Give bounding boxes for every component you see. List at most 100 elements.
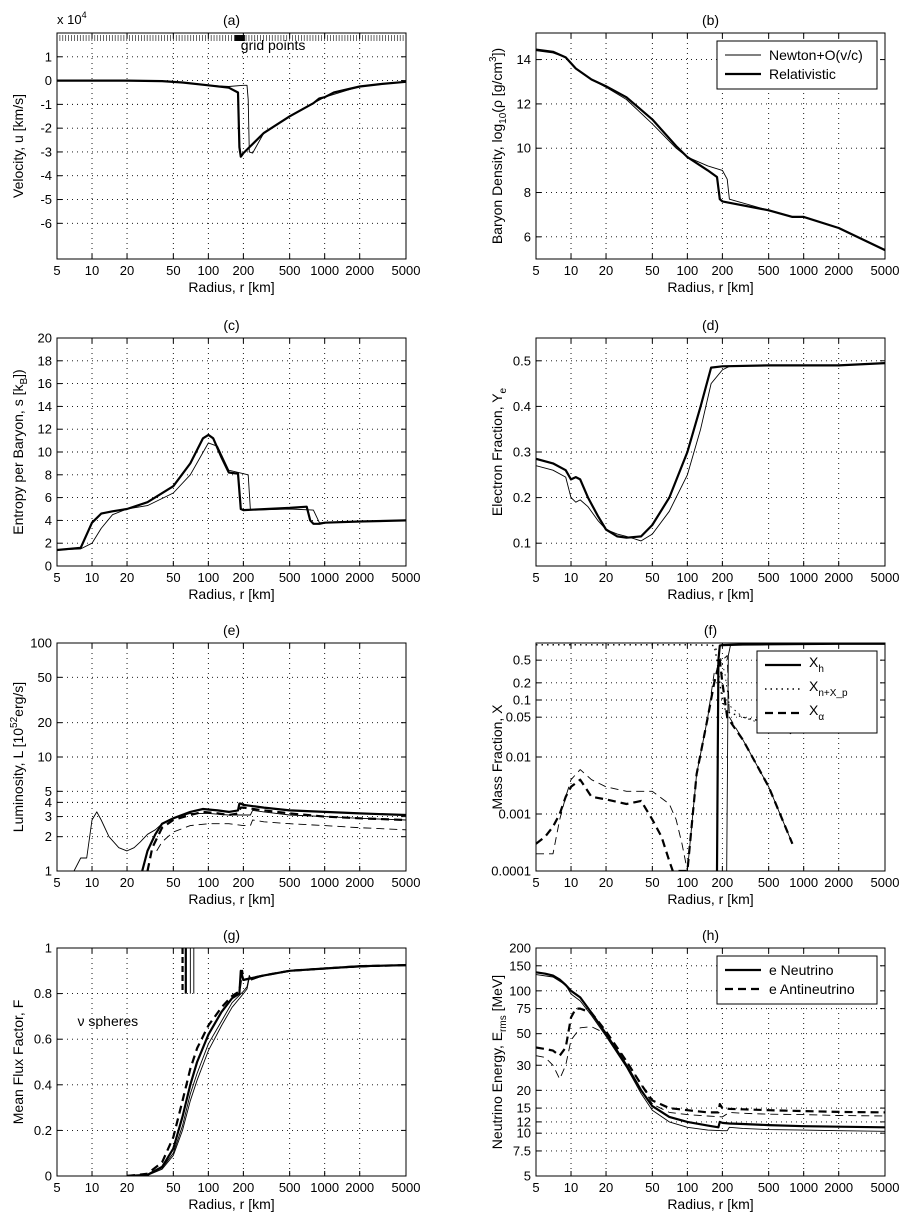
y-tick-label: 50 [517, 1026, 531, 1041]
y-tick-label: 0.1 [513, 693, 531, 708]
y-axis-label: Entropy per Baryon, s [kB]) [10, 369, 30, 534]
x-tick-label: 1000 [310, 263, 339, 278]
x-tick-label: 1000 [789, 1180, 818, 1195]
series-line [126, 964, 406, 1176]
x-tick-label: 1000 [789, 570, 818, 585]
y-tick-label: -3 [40, 144, 52, 159]
x-tick-label: 50 [645, 1180, 659, 1195]
y-tick-label: 0.5 [513, 353, 531, 368]
x-tick-label: 10 [85, 1180, 99, 1195]
series-line [73, 809, 406, 871]
series-line [126, 964, 406, 1176]
series-group [536, 971, 885, 1132]
y-tick-label: 1 [45, 49, 52, 64]
x-tick-label: 100 [677, 875, 699, 890]
y-tick-label: 8 [524, 185, 531, 200]
x-tick-label: 100 [198, 875, 220, 890]
x-tick-label: 20 [120, 263, 134, 278]
y-tick-label: 4 [45, 795, 52, 810]
x-tick-label: 2000 [345, 875, 374, 890]
y-tick-label: 0.2 [513, 675, 531, 690]
series-line [536, 644, 793, 731]
y-tick-label: 10 [517, 1126, 531, 1141]
x-tick-label: 10 [564, 570, 578, 585]
x-tick-label: 10 [85, 263, 99, 278]
legend: e Neutrino e Antineutrino [716, 955, 878, 1005]
x-tick-label: 5 [53, 1180, 60, 1195]
panel-title: (h) [702, 927, 719, 943]
x-tick-label: 5 [532, 263, 539, 278]
x-tick-label: 2000 [345, 263, 374, 278]
y-tick-label: 20 [517, 1083, 531, 1098]
legend-label: Xh [809, 654, 824, 675]
y-tick-label: 30 [517, 1058, 531, 1073]
y-tick-label: 150 [509, 958, 531, 973]
panel-title: (a) [223, 12, 240, 28]
x-axis-label: Radius, r [km] [188, 279, 274, 295]
x-tick-label: 5000 [392, 1180, 421, 1195]
y-tick-label: 4 [45, 513, 52, 528]
grid-point-marks [56, 35, 407, 41]
x-tick-label: 2000 [824, 263, 853, 278]
y-tick-label: 0.05 [506, 710, 531, 725]
legend-label: Xα [809, 702, 824, 723]
series-line [57, 433, 406, 552]
x-tick-label: 500 [279, 263, 301, 278]
x-tick-label: 20 [599, 1180, 613, 1195]
y-axis-label: Luminosity, L [1052erg/s] [9, 682, 26, 832]
x-tick-label: 50 [645, 875, 659, 890]
y-tick-label: 0.001 [498, 807, 531, 822]
x-tick-label: 200 [712, 263, 734, 278]
y-tick-label: 1 [45, 941, 52, 956]
x-tick-label: 20 [120, 1180, 134, 1195]
panel-b: 5 10 20 50 100 200 500 1000 2000 5000 6 8 10 12 14 (b) R… [488, 12, 899, 295]
y-tick-label: 3 [45, 809, 52, 824]
plot-frame [56, 32, 407, 260]
x-tick-label: 10 [85, 570, 99, 585]
y-tick-label: 12 [517, 1114, 531, 1129]
x-tick-label: 10 [564, 1180, 578, 1195]
x-tick-label: 100 [198, 263, 220, 278]
x-tick-label: 5 [53, 875, 60, 890]
x-tick-label: 200 [233, 570, 255, 585]
legend-label: Newton+O(v/c) [769, 47, 863, 63]
annotation: grid points [241, 37, 306, 53]
x-tick-label: 1000 [789, 875, 818, 890]
y-tick-label: -6 [40, 216, 52, 231]
y-tick-label: 2 [45, 536, 52, 551]
y-tick-label: -2 [40, 121, 52, 136]
x-tick-label: 2000 [824, 570, 853, 585]
y-axis-label: Neutrino Energy, Erms [MeV] [489, 975, 509, 1149]
y-tick-label: 0.4 [34, 1077, 52, 1092]
y-tick-label: 0.5 [513, 653, 531, 668]
x-tick-label: 5000 [871, 263, 900, 278]
x-tick-label: 200 [233, 1180, 255, 1195]
y-axis-label: Velocity, u [km/s] [10, 94, 26, 198]
y-tick-label: 100 [509, 983, 531, 998]
y-tick-label: 20 [38, 331, 52, 346]
x-tick-label: 50 [645, 263, 659, 278]
panel-title: (g) [223, 927, 240, 943]
x-tick-label: 1000 [310, 570, 339, 585]
y-tick-label: 10 [38, 445, 52, 460]
y-tick-label: 5 [524, 1169, 531, 1184]
series-line [536, 655, 793, 871]
panel-g: 5 10 20 50 100 200 500 1000 2000 5000 0 0.2 0.4 0.6 0.… [10, 927, 420, 1212]
x-tick-label: 1000 [789, 263, 818, 278]
y-tick-label: 10 [517, 141, 531, 156]
y-axis-label: Mean Flux Factor, F [10, 1000, 26, 1124]
panel-title: (b) [702, 12, 719, 28]
series-line [536, 362, 885, 539]
y-tick-label: -5 [40, 192, 52, 207]
series-line [156, 819, 406, 852]
series-line [536, 50, 885, 251]
x-tick-label: 10 [564, 263, 578, 278]
series-group [536, 48, 885, 252]
legend-label: Xn+X_p [809, 678, 848, 699]
y-tick-label: 50 [38, 670, 52, 685]
x-tick-label: 10 [85, 875, 99, 890]
y-tick-label: 0.2 [513, 490, 531, 505]
x-tick-label: 2000 [345, 570, 374, 585]
y-tick-label: 0 [45, 1169, 52, 1184]
x-tick-label: 500 [758, 1180, 780, 1195]
